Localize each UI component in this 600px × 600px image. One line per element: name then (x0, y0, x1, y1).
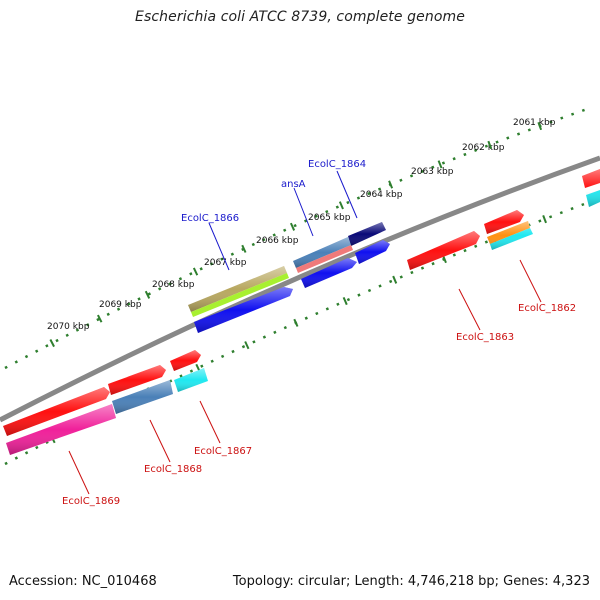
ruler-major-tick (389, 181, 392, 188)
accession-text: Accession: NC_010468 (9, 574, 157, 589)
gene-arrow-shade (582, 169, 600, 207)
gene-label-ecolc-1862[interactable]: EcolC_1862 (518, 303, 576, 314)
kbp-label: 2069 kbp (99, 300, 142, 310)
feature-ecolc-1868[interactable] (108, 365, 173, 414)
leader-line (337, 171, 357, 218)
genome-summary-text: Topology: circular; Length: 4,746,218 bp… (233, 574, 590, 589)
ruler-major-tick (245, 342, 248, 349)
feature-ecolc-1867[interactable] (170, 350, 208, 392)
kbp-label: 2063 kbp (411, 167, 454, 177)
ruler-major-tick (194, 268, 197, 275)
gene-label-ecolc-1867[interactable]: EcolC_1867 (194, 446, 252, 457)
genome-backbone (0, 158, 600, 420)
kbp-label: 2062 kbp (462, 143, 505, 153)
kbp-label: 2066 kbp (256, 236, 299, 246)
gene-label-ecolc-1869[interactable]: EcolC_1869 (62, 496, 120, 507)
kbp-label: 2068 kbp (152, 280, 195, 290)
kbp-label: 2064 kbp (360, 190, 403, 200)
gene-label-ecolc-1864[interactable]: EcolC_1864 (308, 159, 366, 170)
gene-label-ecolc-1868[interactable]: EcolC_1868 (144, 464, 202, 475)
leader-line (150, 420, 170, 462)
gene-label-ecolc-1863[interactable]: EcolC_1863 (456, 332, 514, 343)
gene-label-ecolc-1866[interactable]: EcolC_1866 (181, 213, 239, 224)
ruler-major-tick (291, 223, 294, 230)
feature-edge-right[interactable] (582, 169, 600, 207)
leader-line (69, 451, 89, 494)
ruler-major-tick (344, 297, 347, 304)
feature-blue-pair[interactable] (194, 240, 390, 333)
leader-line (520, 260, 541, 302)
feature-ecolc-1869[interactable] (3, 387, 116, 455)
gene-arrow-shade (170, 350, 201, 371)
leader-line (294, 188, 313, 236)
ruler-major-tick (50, 340, 54, 347)
feature-ecolc-1863[interactable] (407, 231, 480, 270)
kbp-label: 2070 kbp (47, 322, 90, 332)
leader-line (200, 401, 220, 443)
ruler-major-tick (393, 276, 396, 283)
feature-ecolc-1862[interactable] (484, 210, 533, 250)
ruler-major-tick (340, 202, 343, 209)
gene-label-ansa[interactable]: ansA (281, 179, 306, 190)
kbp-label: 2061 kbp (513, 118, 556, 128)
ruler-major-tick (543, 215, 546, 222)
kbp-label: 2065 kbp (308, 213, 351, 223)
kbp-label: 2067 kbp (204, 258, 247, 268)
gene-arrow-shade (407, 231, 480, 270)
leader-line (459, 289, 480, 330)
